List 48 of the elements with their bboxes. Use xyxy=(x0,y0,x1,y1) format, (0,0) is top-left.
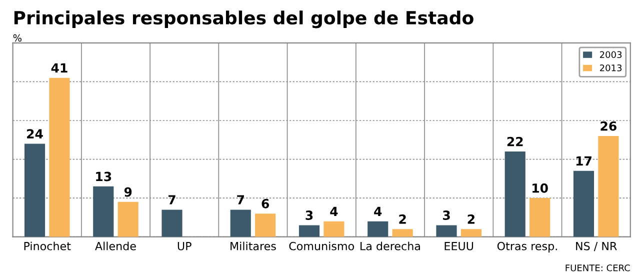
x-tick-label: Pinochet xyxy=(24,242,71,250)
x-tick-label: Allende xyxy=(95,242,136,250)
data-label: 6 xyxy=(262,198,270,208)
legend-label: 2013 xyxy=(600,64,622,72)
bar xyxy=(368,221,388,237)
bar xyxy=(93,186,114,237)
bar xyxy=(460,229,482,237)
data-label: 7 xyxy=(168,195,176,204)
bar xyxy=(573,170,594,237)
bar xyxy=(49,78,70,237)
data-label: 26 xyxy=(600,121,616,131)
bar xyxy=(436,225,457,237)
y-axis-title: % xyxy=(13,34,22,42)
data-label: 3 xyxy=(442,210,450,220)
bar xyxy=(392,229,413,237)
data-label: 13 xyxy=(96,172,112,182)
data-label: 10 xyxy=(532,183,548,193)
bar xyxy=(230,210,251,237)
data-label: 4 xyxy=(330,206,338,216)
bar xyxy=(530,198,550,237)
chart-title: Principales responsables del golpe de Estado xyxy=(14,10,474,28)
source-note: FUENTE: CERC xyxy=(566,264,630,272)
bar xyxy=(118,202,138,237)
bar xyxy=(598,136,619,237)
x-tick-label: La derecha xyxy=(360,242,420,250)
bar xyxy=(255,214,276,237)
x-tick-label: Comunismo xyxy=(289,242,354,250)
data-label: 9 xyxy=(124,187,132,197)
legend-label: 2003 xyxy=(600,51,622,58)
data-label: 22 xyxy=(507,136,523,146)
bar xyxy=(504,152,526,237)
data-label: 41 xyxy=(51,63,68,72)
x-tick-label: EEUU xyxy=(444,242,474,250)
data-label: 3 xyxy=(306,210,313,220)
data-label: 17 xyxy=(576,156,592,166)
x-tick-label: UP xyxy=(178,242,192,250)
x-tick-label: NS / NR xyxy=(576,242,617,252)
data-label: 4 xyxy=(374,206,382,216)
bar xyxy=(162,210,182,237)
bar xyxy=(298,225,320,237)
x-tick-label: Otras resp. xyxy=(497,242,557,252)
bar xyxy=(324,221,344,237)
data-label: 7 xyxy=(237,195,244,204)
data-label: 2 xyxy=(399,214,406,224)
bar xyxy=(24,144,46,237)
data-label: 24 xyxy=(27,129,43,138)
data-label: 2 xyxy=(468,214,474,224)
x-tick-label: Militares xyxy=(230,242,276,250)
